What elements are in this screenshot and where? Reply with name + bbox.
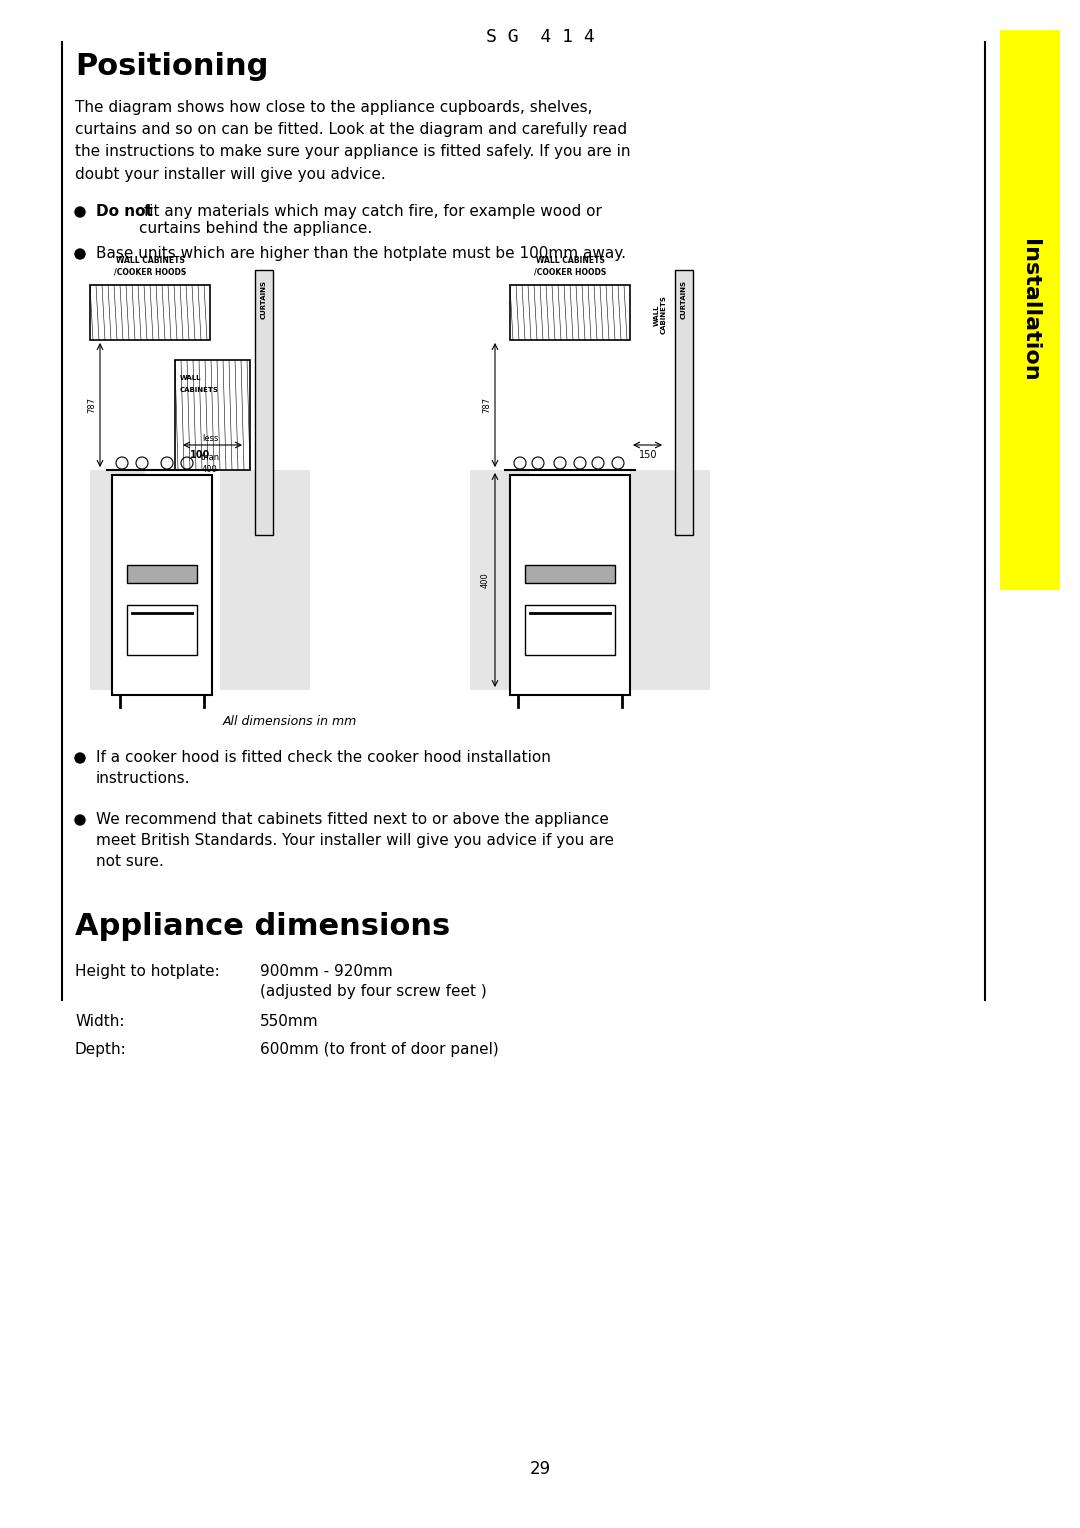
- Text: Do not: Do not: [96, 205, 153, 219]
- Text: fit any materials which may catch fire, for example wood or
curtains behind the : fit any materials which may catch fire, …: [139, 205, 602, 237]
- Bar: [510, 475, 630, 695]
- Text: Depth:: Depth:: [75, 1042, 126, 1057]
- Text: If a cooker hood is fitted check the cooker hood installation
instructions.: If a cooker hood is fitted check the coo…: [96, 750, 551, 785]
- Text: 600mm (to front of door panel): 600mm (to front of door panel): [260, 1042, 499, 1057]
- Text: We recommend that cabinets fitted next to or above the appliance
meet British St: We recommend that cabinets fitted next t…: [96, 811, 615, 869]
- Bar: [255, 270, 273, 535]
- Text: 787: 787: [483, 397, 491, 413]
- Text: WALL
CABINETS: WALL CABINETS: [653, 295, 666, 335]
- Bar: [220, 471, 310, 691]
- Text: All dimensions in mm: All dimensions in mm: [222, 715, 357, 727]
- Text: (adjusted by four screw feet ): (adjusted by four screw feet ): [260, 984, 487, 999]
- Text: 787: 787: [87, 397, 96, 413]
- Bar: [525, 565, 615, 584]
- Text: Appliance dimensions: Appliance dimensions: [75, 912, 450, 941]
- Bar: [470, 471, 530, 691]
- Text: /COOKER HOODS: /COOKER HOODS: [534, 267, 606, 277]
- Bar: [1000, 31, 1059, 590]
- Text: 550mm: 550mm: [260, 1015, 319, 1028]
- Text: /COOKER HOODS: /COOKER HOODS: [113, 267, 186, 277]
- Text: Positioning: Positioning: [75, 52, 268, 81]
- Text: WALL: WALL: [180, 374, 202, 380]
- Text: WALL CABINETS: WALL CABINETS: [536, 257, 605, 264]
- Bar: [175, 361, 249, 471]
- Text: less: less: [202, 434, 218, 443]
- Text: CURTAINS: CURTAINS: [681, 280, 687, 319]
- Text: The diagram shows how close to the appliance cupboards, shelves,
curtains and so: The diagram shows how close to the appli…: [75, 99, 631, 182]
- Bar: [630, 471, 710, 691]
- Text: CURTAINS: CURTAINS: [261, 280, 267, 319]
- Text: Installation: Installation: [1020, 238, 1040, 382]
- Bar: [112, 475, 212, 695]
- Text: Base units which are higher than the hotplate must be 100mm away.: Base units which are higher than the hot…: [96, 246, 626, 261]
- Bar: [510, 286, 630, 341]
- Bar: [90, 471, 145, 691]
- Text: CABINETS: CABINETS: [180, 387, 219, 393]
- Circle shape: [75, 206, 85, 217]
- Text: Height to hotplate:: Height to hotplate:: [75, 964, 219, 979]
- Text: Width:: Width:: [75, 1015, 124, 1028]
- Bar: [127, 565, 197, 584]
- Text: S G  4 1 4: S G 4 1 4: [486, 28, 594, 46]
- Text: 400: 400: [202, 465, 218, 474]
- Text: 150: 150: [638, 451, 658, 460]
- Bar: [675, 270, 693, 535]
- Text: 400: 400: [481, 571, 489, 588]
- Bar: [525, 605, 615, 656]
- Text: WALL CABINETS: WALL CABINETS: [116, 257, 185, 264]
- Text: 100: 100: [190, 451, 211, 460]
- Circle shape: [75, 753, 85, 762]
- Text: than: than: [201, 452, 219, 461]
- Bar: [90, 286, 210, 341]
- Text: 29: 29: [529, 1459, 551, 1478]
- Text: 900mm - 920mm: 900mm - 920mm: [260, 964, 393, 979]
- Circle shape: [75, 249, 85, 260]
- Circle shape: [75, 814, 85, 825]
- Bar: [127, 605, 197, 656]
